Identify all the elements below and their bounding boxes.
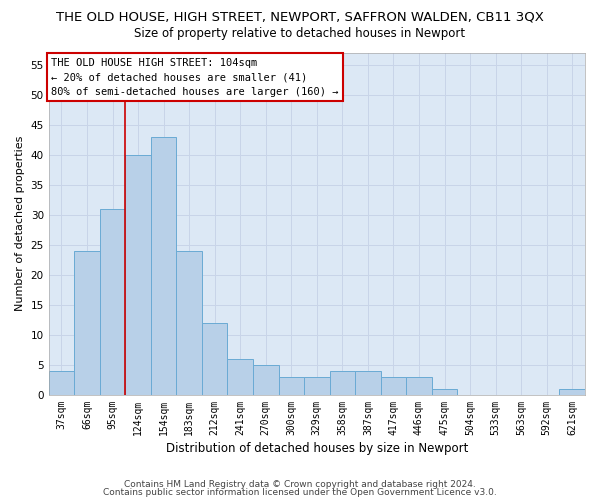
Text: Size of property relative to detached houses in Newport: Size of property relative to detached ho… [134, 28, 466, 40]
Bar [329, 371, 355, 395]
Text: THE OLD HOUSE, HIGH STREET, NEWPORT, SAFFRON WALDEN, CB11 3QX: THE OLD HOUSE, HIGH STREET, NEWPORT, SAF… [56, 10, 544, 23]
Bar [304, 377, 329, 395]
Text: THE OLD HOUSE HIGH STREET: 104sqm
← 20% of detached houses are smaller (41)
80% : THE OLD HOUSE HIGH STREET: 104sqm ← 20% … [52, 58, 339, 97]
Bar [74, 251, 100, 395]
Bar [176, 251, 202, 395]
Bar [125, 154, 151, 395]
Bar [151, 136, 176, 395]
Bar [202, 323, 227, 395]
Bar [253, 365, 278, 395]
Bar [227, 359, 253, 395]
Bar [100, 208, 125, 395]
Bar [355, 371, 380, 395]
Bar [380, 377, 406, 395]
Text: Contains HM Land Registry data © Crown copyright and database right 2024.: Contains HM Land Registry data © Crown c… [124, 480, 476, 489]
Bar [432, 389, 457, 395]
Bar [278, 377, 304, 395]
Bar [559, 389, 585, 395]
Text: Contains public sector information licensed under the Open Government Licence v3: Contains public sector information licen… [103, 488, 497, 497]
Bar [49, 371, 74, 395]
X-axis label: Distribution of detached houses by size in Newport: Distribution of detached houses by size … [166, 442, 468, 455]
Bar [406, 377, 432, 395]
Y-axis label: Number of detached properties: Number of detached properties [15, 136, 25, 312]
